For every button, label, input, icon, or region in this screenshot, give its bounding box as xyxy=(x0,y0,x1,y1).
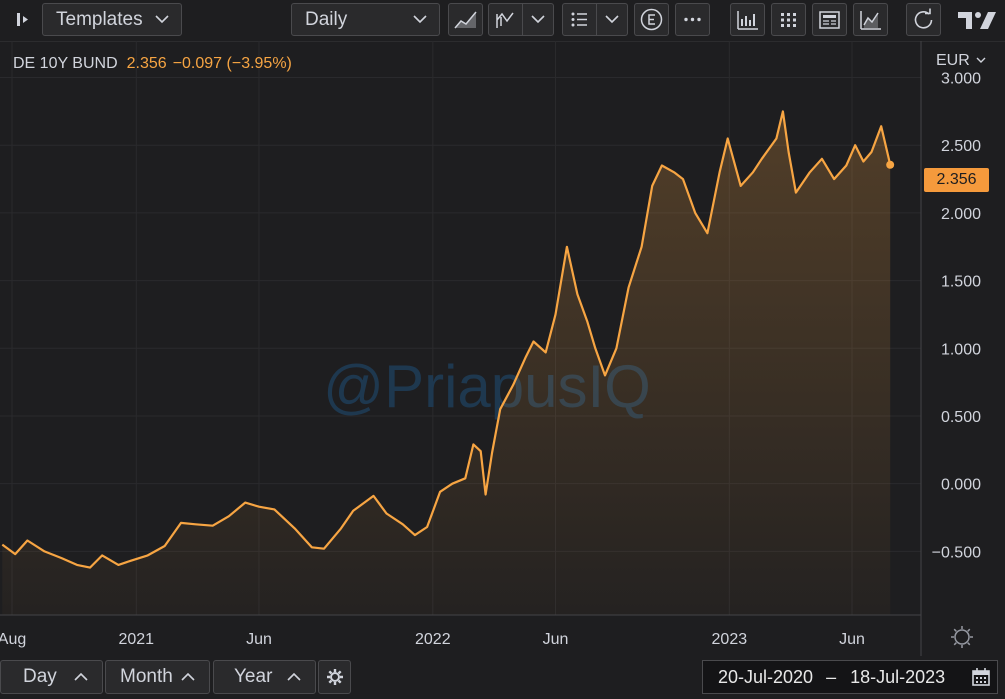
compare-button[interactable] xyxy=(730,3,765,36)
range-month-button[interactable]: Month xyxy=(105,660,210,694)
y-tick-label: 1.000 xyxy=(941,341,981,358)
range-year-button[interactable]: Year xyxy=(213,660,316,694)
bottom-toolbar: Day Month Year 20-Jul-2020 – 18-Jul-2023 xyxy=(0,656,1005,699)
sidebar-toggle-button[interactable] xyxy=(2,3,38,36)
analysis-icon xyxy=(860,11,881,30)
currency-label: EUR xyxy=(936,52,970,69)
analysis-button[interactable] xyxy=(853,3,888,36)
x-tick-label: Jun xyxy=(839,631,865,648)
x-tick-label: 2022 xyxy=(415,631,451,648)
y-tick-label: 0.000 xyxy=(941,477,981,494)
chevron-up-icon xyxy=(287,672,301,681)
settings-icon[interactable] xyxy=(951,626,973,648)
x-tick-label: Aug xyxy=(0,631,26,648)
divider xyxy=(522,4,523,35)
symbol-name[interactable]: DE 10Y BUND xyxy=(13,55,118,72)
y-tick-label: 2.500 xyxy=(941,138,981,155)
chevron-down-icon xyxy=(531,15,545,24)
templates-label: Templates xyxy=(56,8,143,30)
top-toolbar: Templates Daily xyxy=(0,0,1005,42)
currency-selector[interactable]: EUR xyxy=(936,52,986,70)
currency-icon xyxy=(640,8,663,31)
tradingview-logo-icon xyxy=(955,7,999,33)
chart-style-icon xyxy=(454,11,477,29)
y-tick-label: 1.500 xyxy=(941,274,981,291)
x-tick-label: Jun xyxy=(246,631,272,648)
y-tick-label: 0.500 xyxy=(941,409,981,426)
y-tick-label: 2.000 xyxy=(941,206,981,223)
grid-icon xyxy=(781,13,796,27)
grid-button[interactable] xyxy=(771,3,806,36)
indicators-dropdown[interactable] xyxy=(488,3,554,36)
range-month-label: Month xyxy=(120,666,173,687)
date-from: 20-Jul-2020 xyxy=(718,666,814,687)
x-tick-label: 2021 xyxy=(118,631,154,648)
reset-icon xyxy=(914,8,933,29)
list-dropdown[interactable] xyxy=(562,3,628,36)
price-area xyxy=(2,111,891,616)
x-tick-label: 2023 xyxy=(712,631,748,648)
chevron-down-icon xyxy=(155,15,169,24)
calendar-icon[interactable] xyxy=(971,667,991,687)
last-price-dot xyxy=(886,160,895,169)
date-separator: – xyxy=(826,666,837,687)
chevron-up-icon xyxy=(74,672,88,681)
price-line xyxy=(1,110,892,569)
x-tick-label: Jun xyxy=(543,631,569,648)
interval-label: Daily xyxy=(305,8,348,30)
divider xyxy=(596,4,597,35)
interval-dropdown[interactable]: Daily xyxy=(291,3,440,36)
currency-button[interactable] xyxy=(634,3,669,36)
news-button[interactable] xyxy=(812,3,847,36)
sidebar-toggle-icon xyxy=(17,13,28,26)
range-year-label: Year xyxy=(234,666,273,687)
time-axis[interactable]: Aug 2021 Jun 2022 Jun 2023 Jun xyxy=(0,631,865,648)
last-price-label: 2.356 xyxy=(924,168,989,192)
symbol-legend: DE 10Y BUND 2.356 −0.097 (−3.95%) xyxy=(13,55,292,73)
change-value: −0.097 (−3.95%) xyxy=(172,55,292,72)
y-tick-label: 3.000 xyxy=(941,71,981,88)
y-tick-label: −0.500 xyxy=(932,544,981,561)
more-button[interactable] xyxy=(675,3,710,36)
price-chart[interactable]: @PriapusIQ 3.0002.5002.0001.5001.0000.50… xyxy=(0,41,1005,656)
indicators-icon xyxy=(496,12,514,28)
range-day-button[interactable]: Day xyxy=(0,660,103,694)
reset-button[interactable] xyxy=(906,3,941,36)
more-icon xyxy=(684,17,701,22)
list-icon xyxy=(571,12,587,27)
last-value: 2.356 xyxy=(126,55,167,72)
compare-icon xyxy=(737,11,758,30)
news-icon xyxy=(819,11,840,29)
date-range-picker[interactable]: 20-Jul-2020 – 18-Jul-2023 xyxy=(702,660,998,694)
gear-icon xyxy=(327,669,343,685)
date-to: 18-Jul-2023 xyxy=(850,666,946,687)
range-settings-button[interactable] xyxy=(318,660,351,694)
range-day-label: Day xyxy=(23,666,57,687)
chevron-up-icon xyxy=(181,672,195,681)
chevron-down-icon xyxy=(413,15,427,24)
price-axis[interactable]: 3.000 2.500 2.000 1.500 1.000 0.500 0.000 −0.50… xyxy=(932,71,981,562)
chart-style-button[interactable] xyxy=(448,3,483,36)
chevron-down-icon xyxy=(605,15,619,24)
templates-dropdown[interactable]: Templates xyxy=(42,3,182,36)
chevron-down-icon xyxy=(976,57,986,63)
